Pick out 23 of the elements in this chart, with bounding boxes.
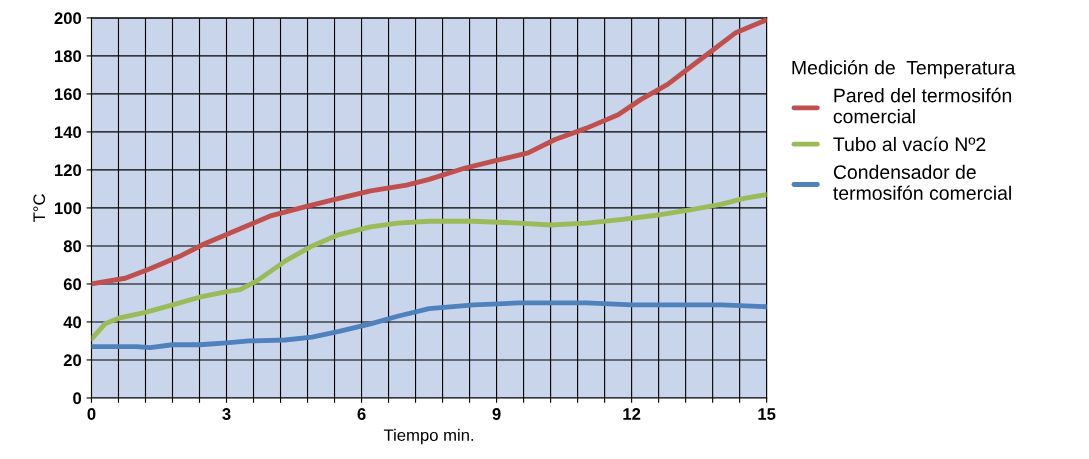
x-axis-title: Tiempo min. bbox=[383, 428, 474, 445]
y-tick-label: 180 bbox=[55, 50, 82, 63]
legend-label: Pared del termosifón comercial bbox=[833, 87, 1012, 124]
legend-label: Tubo al vacío Nº2 bbox=[833, 136, 986, 152]
x-tick-label: 9 bbox=[492, 408, 501, 420]
y-tick-label: 200 bbox=[54, 12, 82, 25]
y-tick-label: 40 bbox=[63, 316, 82, 329]
x-tick-label: 3 bbox=[222, 408, 231, 420]
y-tick-label: 160 bbox=[55, 88, 82, 101]
x-tick-label: 12 bbox=[623, 408, 641, 420]
legend-title: Medición de Temperatura bbox=[792, 60, 1016, 79]
y-tick-label: 120 bbox=[55, 164, 82, 177]
y-tick-label: 100 bbox=[55, 202, 82, 215]
y-tick-label: 140 bbox=[55, 126, 82, 139]
x-tick-label: 6 bbox=[357, 408, 366, 420]
y-tick-label: 20 bbox=[63, 354, 82, 367]
y-axis-title: T°C bbox=[33, 194, 46, 222]
legend-label: Condensador de termosifón comercial bbox=[833, 164, 1011, 200]
y-tick-label: 80 bbox=[63, 240, 82, 253]
y-tick-label: 60 bbox=[63, 278, 82, 291]
y-tick-label: 0 bbox=[73, 392, 82, 405]
x-tick-label: 15 bbox=[758, 408, 776, 420]
x-tick-label: 0 bbox=[87, 408, 96, 420]
